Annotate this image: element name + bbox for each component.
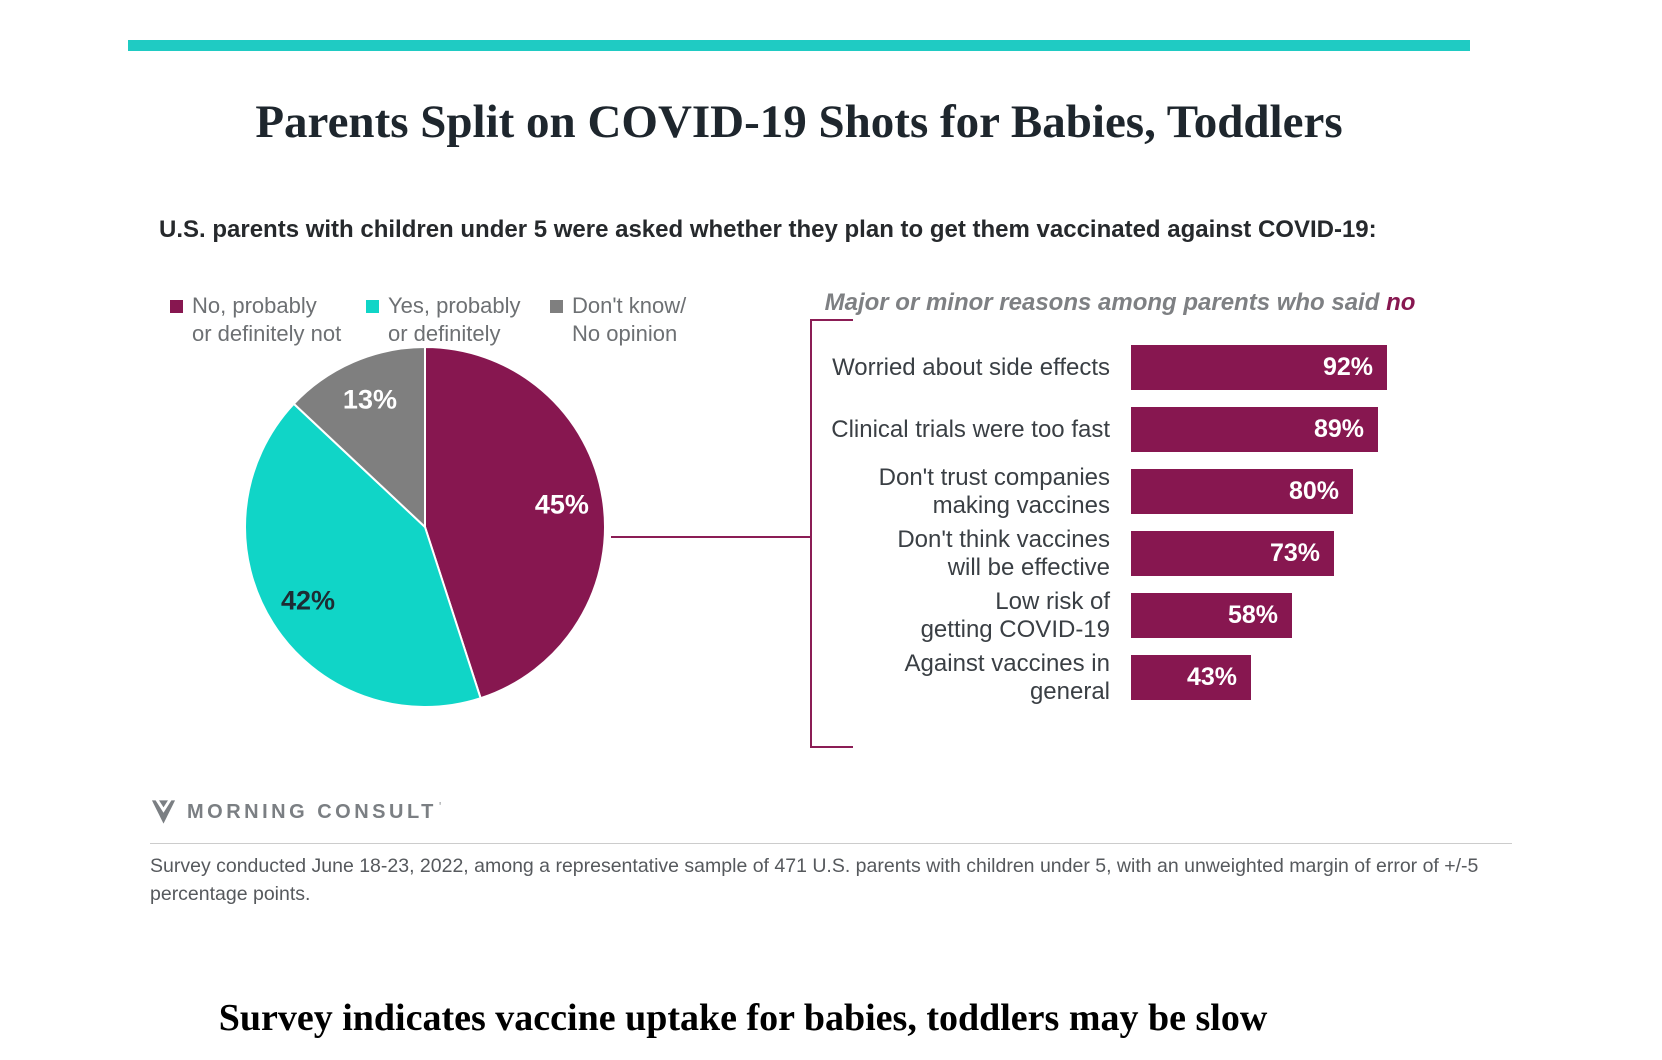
bar-row: Don't think vaccines will be effective 73% [820, 525, 1440, 581]
bar-chart-heading: Major or minor reasons among parents who… [820, 289, 1420, 317]
pie-value-label: 45% [534, 489, 589, 520]
pie-slice [245, 402, 482, 707]
logo-text: MORNING CONSULT [187, 800, 437, 823]
connector-line-top-arm [810, 319, 853, 321]
pie-slice [424, 347, 605, 700]
bar-category-label: Worried about side effects [832, 353, 1110, 381]
connector-line-horizontal [611, 536, 811, 538]
logo-trademark: ' [438, 798, 442, 814]
pie-value-label: 42% [280, 585, 335, 616]
legend-item: Don't know/No opinion [550, 292, 686, 348]
legend-swatch [550, 300, 563, 313]
survey-footnote: Survey conducted June 18-23, 2022, among… [150, 855, 1479, 905]
bar-fill: 43% [1131, 655, 1251, 700]
bar-category-label: Against vaccines in general [904, 649, 1110, 705]
legend-label: Don't know/No opinion [572, 293, 687, 346]
chart-subtitle: U.S. parents with children under 5 were … [159, 216, 1377, 243]
bar-category-label: Don't trust companies making vaccines [878, 463, 1110, 519]
connector-line-bottom-arm [810, 746, 853, 748]
pie-value-label: 13% [342, 384, 397, 415]
bar-row: Worried about side effects 92% [820, 345, 1440, 390]
legend-swatch [170, 300, 183, 313]
accent-bar [128, 40, 1470, 51]
bar-fill: 58% [1131, 593, 1292, 638]
morning-consult-logo: MORNING CONSULT ' [150, 799, 441, 825]
page-title: Parents Split on COVID-19 Shots for Babi… [255, 96, 1343, 148]
legend-item: No, probably or definitely not [170, 292, 341, 348]
pie-chart: 45% 42% 13% [245, 347, 605, 707]
legend-label: Yes, probably or definitely [388, 293, 521, 346]
bar-chart-heading-text: Major or minor reasons among parents who… [824, 289, 1387, 316]
bar-fill: 92% [1131, 345, 1387, 390]
bar-chart-heading-highlight: no [1386, 289, 1416, 316]
bar-fill: 73% [1131, 531, 1334, 576]
connector-line-vertical [810, 319, 812, 748]
bar-category-label: Clinical trials were too fast [831, 415, 1110, 443]
bar-row: Against vaccines in general 43% [820, 649, 1440, 705]
bar-category-label: Don't think vaccines will be effective [897, 525, 1110, 581]
legend-label: No, probably or definitely not [192, 293, 342, 346]
legend-item: Yes, probably or definitely [366, 292, 521, 348]
morning-consult-logo-icon [151, 799, 176, 824]
bottom-caption: Survey indicates vaccine uptake for babi… [218, 997, 1268, 1039]
bar-chart: Worried about side effects 92% Clinical tr… [820, 345, 1440, 725]
pie-slice [292, 347, 426, 528]
bar-row: Don't trust companies making vaccines 80% [820, 463, 1440, 519]
bar-category-label: Low risk of getting COVID-19 [920, 587, 1110, 643]
bar-fill: 80% [1131, 469, 1353, 514]
bar-fill: 89% [1131, 407, 1378, 452]
legend-swatch [366, 300, 379, 313]
bar-row: Low risk of getting COVID-19 58% [820, 587, 1440, 643]
bar-row: Clinical trials were too fast 89% [820, 407, 1440, 452]
divider-line [150, 843, 1512, 844]
